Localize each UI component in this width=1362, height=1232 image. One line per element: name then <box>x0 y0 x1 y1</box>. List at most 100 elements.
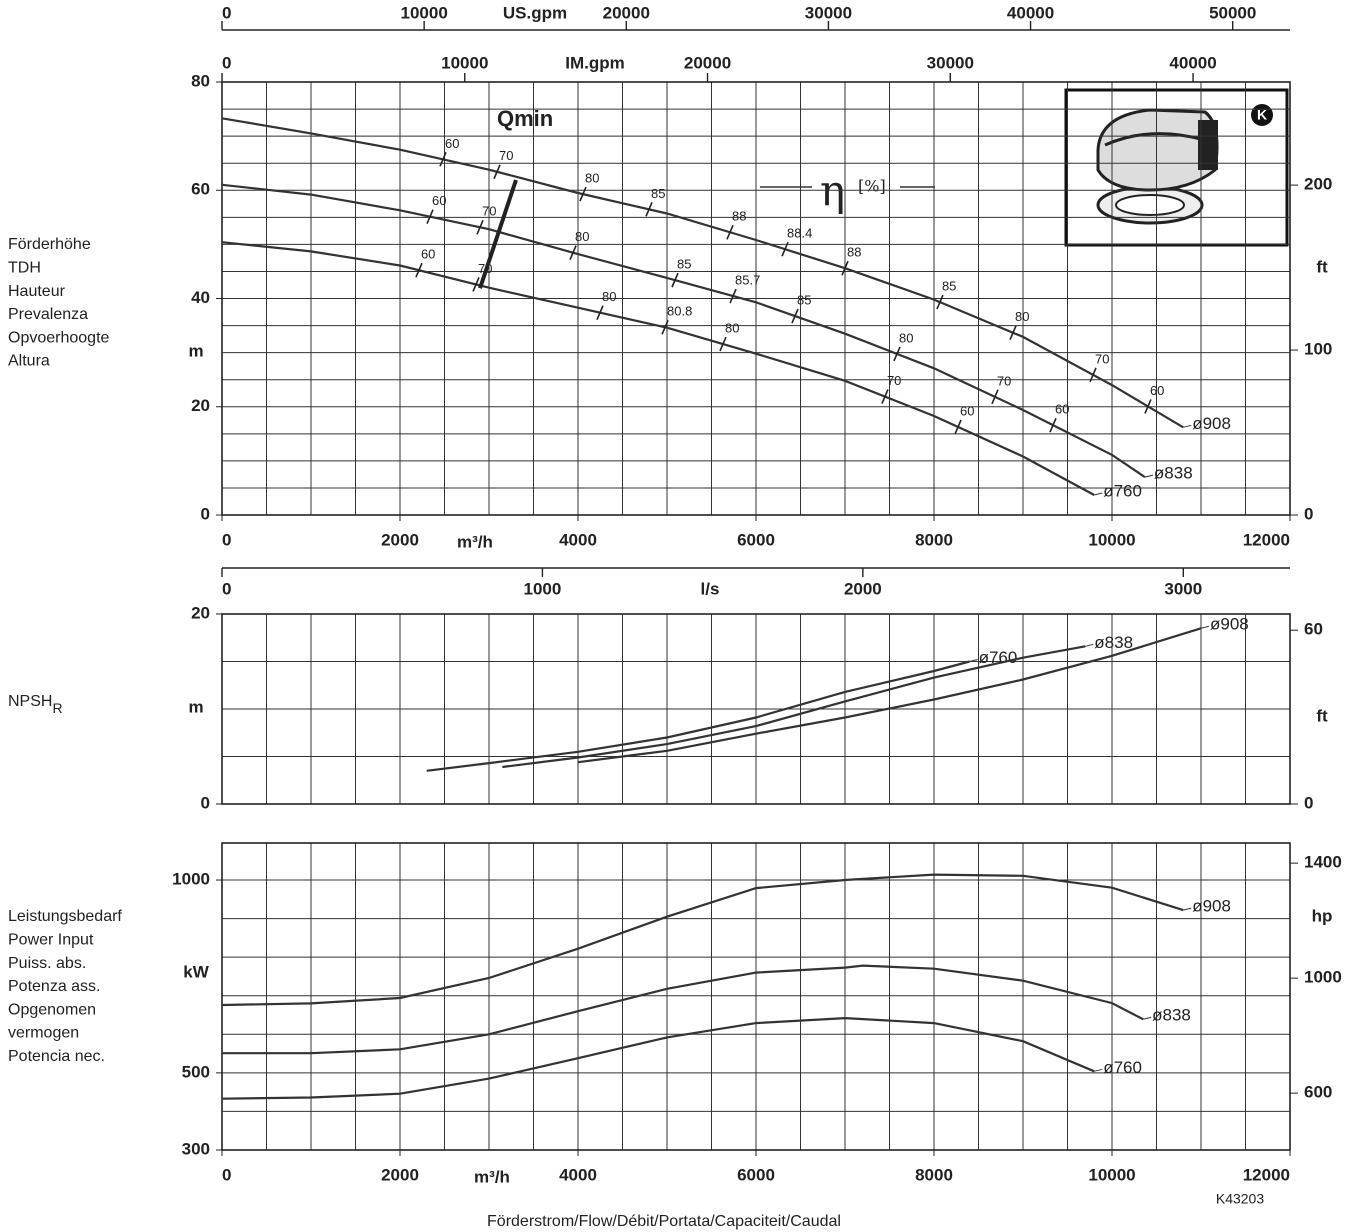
x-axis-title: Förderstrom/Flow/Débit/Portata/Capacitei… <box>487 1213 841 1230</box>
efficiency-mark <box>729 288 737 304</box>
x2-axis-unit: US.gpm <box>503 3 567 22</box>
efficiency-label: 80 <box>725 321 739 336</box>
efficiency-label: 88.4 <box>787 226 812 241</box>
efficiency-label: 60 <box>421 247 435 262</box>
series-label: ø838 <box>1154 464 1193 483</box>
efficiency-label: 85.7 <box>735 272 760 287</box>
efficiency-mark <box>476 219 484 235</box>
efficiency-label: 80 <box>575 229 589 244</box>
y2-tick-label: 0 <box>1304 793 1313 812</box>
curve <box>502 645 1086 769</box>
curve-leader <box>1183 424 1192 428</box>
efficiency-label: 70 <box>482 204 496 219</box>
y-axis-unit: m <box>188 697 203 716</box>
curve-leader <box>1094 1068 1103 1072</box>
side-label: Opgenomen <box>8 1001 96 1018</box>
curve-leader <box>1094 492 1103 496</box>
efficiency-mark <box>1049 417 1057 433</box>
x-tick-label: 8000 <box>915 530 953 549</box>
side-label: Leistungsbedarf <box>8 908 122 925</box>
y-tick-label: 1000 <box>172 870 210 889</box>
x-tick-label: 12000 <box>1243 530 1290 549</box>
pump-line <box>1104 132 1206 147</box>
efficiency-mark <box>645 202 653 217</box>
series-label: ø838 <box>1152 1006 1191 1025</box>
side-label: Power Input <box>8 932 94 949</box>
y-tick-label: 0 <box>201 793 210 812</box>
y2-tick-label: 60 <box>1304 620 1323 639</box>
efficiency-label: 88 <box>847 245 861 260</box>
y2-axis-unit: hp <box>1312 906 1333 925</box>
x-tick-label: 10000 <box>1088 530 1135 549</box>
y2-tick-label: 200 <box>1304 175 1332 194</box>
pump-side <box>1198 120 1218 170</box>
efficiency-mark <box>661 319 669 335</box>
y2-tick-label: 1000 <box>1304 968 1342 987</box>
side-label: Potenza ass. <box>8 978 101 995</box>
efficiency-mark <box>596 305 604 320</box>
efficiency-label: 70 <box>499 148 513 163</box>
y-tick-label: 40 <box>191 288 210 307</box>
efficiency-mark <box>841 260 849 276</box>
efficiency-mark <box>579 186 587 202</box>
x2-tick-label: 40000 <box>1169 53 1216 72</box>
y-tick-label: 20 <box>191 603 210 622</box>
efficiency-mark <box>472 277 480 292</box>
efficiency-mark <box>881 389 889 404</box>
efficiency-label: 60 <box>445 136 459 151</box>
curve <box>221 1016 1095 1100</box>
pump-illustration: K <box>1064 88 1289 247</box>
efficiency-mark <box>1009 325 1017 341</box>
x2-tick-label: 0 <box>222 579 231 598</box>
efficiency-label: 60 <box>1150 383 1164 398</box>
curve <box>221 183 1146 479</box>
efficiency-mark <box>415 262 423 278</box>
x-tick-label: 0 <box>222 530 231 549</box>
efficiency-mark <box>893 346 901 362</box>
x-tick-label: 2000 <box>381 1165 419 1184</box>
series-label: ø760 <box>1103 481 1142 500</box>
x-tick-label: 6000 <box>737 1165 775 1184</box>
side-label: vermogen <box>8 1025 79 1042</box>
y2-tick-label: 1400 <box>1304 853 1342 872</box>
series-label: ø838 <box>1094 633 1133 652</box>
x-tick-label: 2000 <box>381 530 419 549</box>
efficiency-label: 80 <box>1015 309 1029 324</box>
x2-tick-label: 30000 <box>927 53 974 72</box>
curve-leader <box>1143 1016 1152 1020</box>
efficiency-mark <box>726 224 734 240</box>
x-tick-label: 0 <box>222 1165 231 1184</box>
efficiency-mark <box>719 336 727 352</box>
series-label: ø760 <box>1103 1058 1142 1077</box>
x2-tick-label: 20000 <box>684 53 731 72</box>
efficiency-label: 85 <box>942 279 956 294</box>
x2-tick-label: 20000 <box>603 3 650 22</box>
eta-unit: [%] <box>858 177 886 196</box>
figure-code: K43203 <box>1216 1191 1264 1207</box>
x-tick-label: 12000 <box>1243 1165 1290 1184</box>
efficiency-label: 60 <box>432 193 446 208</box>
side-label-sub: R <box>52 700 62 716</box>
efficiency-mark <box>439 152 447 167</box>
x-tick-label: 4000 <box>559 1165 597 1184</box>
efficiency-mark <box>1089 367 1097 383</box>
efficiency-label: 80 <box>602 289 616 304</box>
efficiency-mark <box>671 272 679 288</box>
curve-leader <box>969 659 978 662</box>
curve-leader <box>1183 907 1192 911</box>
series-label: ø908 <box>1210 615 1249 634</box>
efficiency-label: 85 <box>677 257 691 272</box>
curve <box>222 964 1144 1055</box>
curve <box>221 117 1184 429</box>
efficiency-mark <box>569 245 577 261</box>
series-label: ø908 <box>1192 414 1231 433</box>
x2-tick-label: 50000 <box>1209 3 1256 22</box>
side-label: Puiss. abs. <box>8 955 86 972</box>
y-tick-label: 300 <box>182 1139 210 1158</box>
y-tick-label: 60 <box>191 180 210 199</box>
efficiency-label: 88 <box>732 209 746 224</box>
x2-axis-unit: l/s <box>701 579 720 598</box>
x2-tick-label: 0 <box>222 3 231 22</box>
x2-tick-label: 1000 <box>524 579 562 598</box>
